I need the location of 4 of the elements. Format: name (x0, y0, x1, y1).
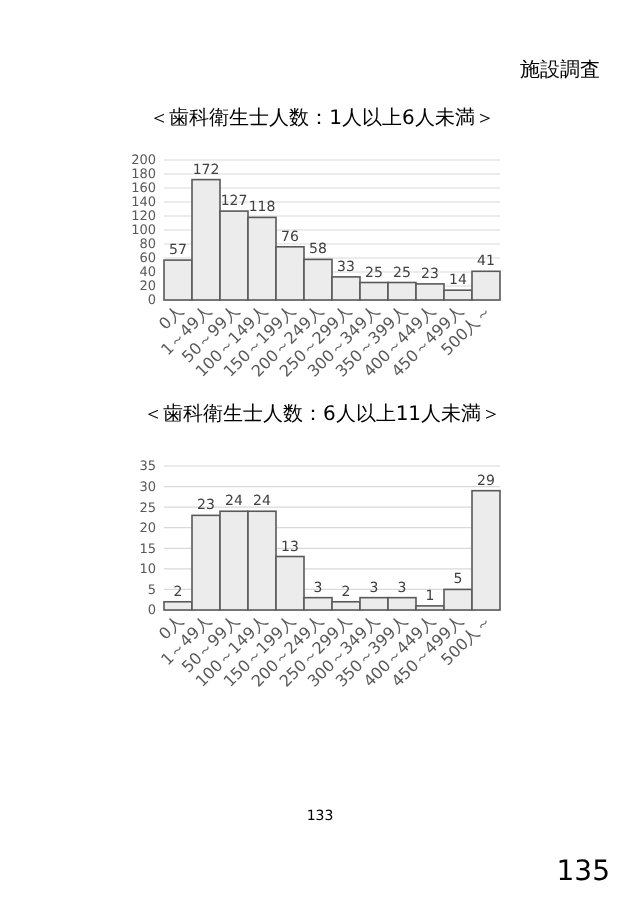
text: 135 (556, 856, 610, 888)
chart-title: ＜歯科衛生士人数：1人以上6人未満＞ (149, 106, 495, 130)
chart-title: ＜歯科衛生士人数：6人以上11人未満＞ (142, 402, 502, 426)
text: 施設調査 (520, 58, 600, 82)
